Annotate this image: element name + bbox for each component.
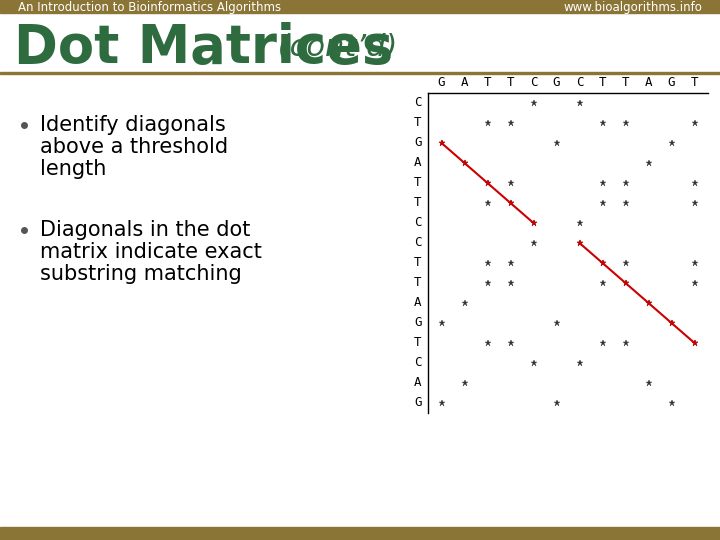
- Text: substring matching: substring matching: [40, 264, 242, 284]
- Text: above a threshold: above a threshold: [40, 137, 228, 157]
- Text: T: T: [414, 276, 422, 289]
- Text: A: A: [461, 77, 468, 90]
- Text: T: T: [414, 177, 422, 190]
- Text: T: T: [507, 77, 514, 90]
- Text: A: A: [414, 157, 422, 170]
- Text: T: T: [622, 77, 629, 90]
- Text: T: T: [414, 256, 422, 269]
- Text: C: C: [414, 97, 422, 110]
- Text: G: G: [414, 316, 422, 329]
- Text: G: G: [414, 396, 422, 409]
- Bar: [0, 0, 720, 13]
- Text: T: T: [414, 197, 422, 210]
- Text: Dot Matrices: Dot Matrices: [14, 22, 393, 74]
- Text: A: A: [414, 296, 422, 309]
- Text: (cont’d): (cont’d): [268, 33, 397, 63]
- Text: Diagonals in the dot: Diagonals in the dot: [40, 220, 251, 240]
- Text: matrix indicate exact: matrix indicate exact: [40, 242, 262, 262]
- Text: An Introduction to Bioinformatics Algorithms: An Introduction to Bioinformatics Algori…: [18, 1, 281, 14]
- Text: T: T: [599, 77, 606, 90]
- Text: C: C: [530, 77, 537, 90]
- Text: A: A: [414, 376, 422, 389]
- Bar: [0, 527, 720, 540]
- Text: G: G: [667, 77, 675, 90]
- Text: length: length: [40, 159, 107, 179]
- Text: www.bioalgorithms.info: www.bioalgorithms.info: [563, 1, 702, 14]
- Text: T: T: [414, 117, 422, 130]
- Text: T: T: [690, 77, 698, 90]
- Text: G: G: [414, 137, 422, 150]
- Text: G: G: [438, 77, 445, 90]
- Text: C: C: [414, 356, 422, 369]
- Text: T: T: [484, 77, 491, 90]
- Bar: [0, 72, 720, 74]
- Text: C: C: [414, 237, 422, 249]
- Text: A: A: [644, 77, 652, 90]
- Text: Identify diagonals: Identify diagonals: [40, 115, 226, 135]
- Text: T: T: [414, 336, 422, 349]
- Text: G: G: [553, 77, 560, 90]
- Text: C: C: [414, 217, 422, 230]
- Text: C: C: [576, 77, 583, 90]
